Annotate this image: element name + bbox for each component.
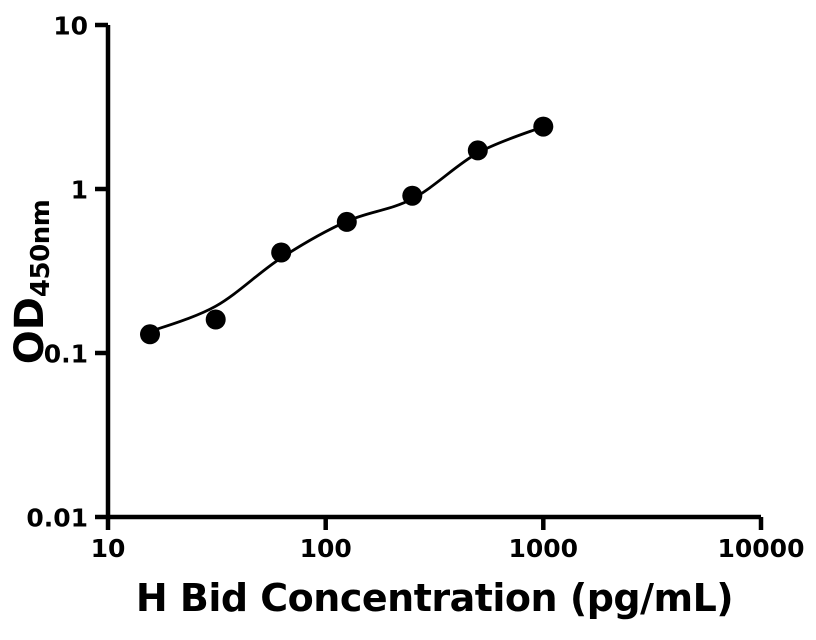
y-axis-title: OD450nm [6, 187, 56, 377]
x-tick-label: 1000 [509, 534, 579, 563]
x-tick-label: 100 [300, 534, 352, 563]
y-axis-title-main: OD [7, 297, 53, 365]
data-point [533, 116, 554, 137]
data-points [140, 116, 554, 345]
data-point [402, 185, 423, 206]
axis-spines [105, 25, 761, 520]
y-tick-label: 0.01 [26, 504, 88, 533]
y-tick-label: 10 [53, 12, 88, 41]
x-tick-label: 10 [91, 534, 126, 563]
data-point [467, 140, 488, 161]
y-axis-title-subscript: 450nm [26, 199, 56, 298]
data-point [205, 309, 226, 330]
data-point [140, 324, 160, 345]
x-axis-title: H Bid Concentration (pg/mL) [135, 576, 734, 620]
data-point [271, 242, 292, 263]
data-point [336, 211, 357, 232]
axis-ticks [95, 22, 764, 530]
x-tick-label: 10000 [718, 534, 805, 563]
axes [105, 25, 761, 520]
y-tick-label: 1 [71, 176, 88, 205]
y-tick-label: 0.1 [44, 340, 88, 369]
